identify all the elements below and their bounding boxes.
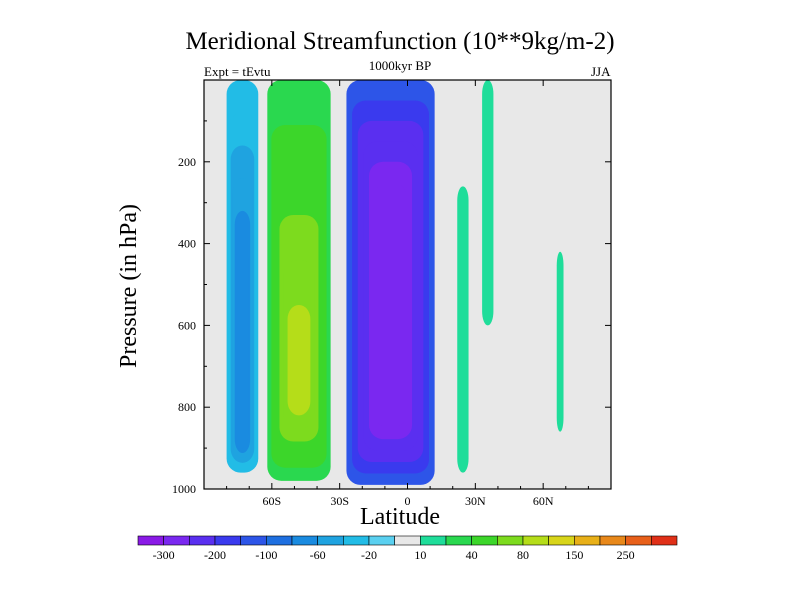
x-tick-label: 0 [405, 494, 411, 508]
colorbar-swatch [163, 535, 190, 546]
colorbar-label: 40 [466, 548, 478, 562]
sh-polar-negative-cell [226, 80, 259, 473]
colorbar-swatch [214, 535, 241, 546]
colorbar-label: -200 [204, 548, 226, 562]
colorbar-swatch [497, 535, 524, 546]
colorbar-label: -60 [310, 548, 326, 562]
hadley-negative-cell-level [374, 182, 407, 428]
y-tick-label: 800 [178, 400, 196, 414]
colorbar-label: -300 [153, 548, 175, 562]
colorbar-swatch [471, 535, 498, 546]
nh-60n-strip [556, 251, 564, 432]
colorbar-swatch [574, 535, 601, 546]
colorbar-label: 80 [517, 548, 529, 562]
colorbar-swatch [548, 535, 575, 546]
y-tick-label: 400 [178, 237, 196, 251]
y-tick-label: 1000 [172, 482, 196, 496]
colorbar-swatch [394, 535, 421, 546]
colorbar-swatch [522, 535, 549, 546]
colorbar-swatch [445, 535, 472, 546]
colorbar-swatch [266, 535, 293, 546]
nh-tropical-positive-strip-level [457, 186, 469, 473]
season-label: JJA [591, 64, 611, 79]
x-tick-label: 60N [533, 494, 554, 508]
y-tick-label: 200 [178, 155, 196, 169]
x-tick-label: 60S [262, 494, 281, 508]
colorbar-swatch [651, 535, 678, 546]
sh-midlat-positive-cell [267, 80, 331, 481]
colorbar-swatch [343, 535, 370, 546]
hadley-negative-cell [346, 80, 435, 485]
colorbar-swatch [189, 535, 216, 546]
colorbar-label: -20 [361, 548, 377, 562]
colorbar-swatch [240, 535, 267, 546]
x-axis-label: Latitude [360, 504, 440, 530]
colorbar-label: 150 [565, 548, 583, 562]
chart-title: Meridional Streamfunction (10**9kg/m-2) [185, 28, 615, 55]
sh-midlat-positive-cell-level [287, 304, 311, 416]
experiment-label: Expt = tEvtu [204, 64, 271, 79]
x-tick-label: 30N [465, 494, 486, 508]
nh-tropical-positive-strip [457, 186, 469, 473]
colorbar-swatch [599, 535, 626, 546]
colorbar-swatch [368, 535, 395, 546]
colorbar-swatch [137, 535, 164, 546]
chart-subtitle: 1000kyr BP [368, 58, 432, 73]
nh-30n-strip-level [482, 80, 494, 326]
nh-30n-strip [482, 80, 494, 326]
colorbar-label: 10 [414, 548, 426, 562]
colorbar-label: -100 [255, 548, 277, 562]
colorbar-swatch [625, 535, 652, 546]
sh-polar-negative-cell-level [236, 243, 249, 449]
x-tick-label: 30S [330, 494, 349, 508]
colorbar-swatch [420, 535, 447, 546]
colorbar-label: 250 [617, 548, 635, 562]
colorbar-swatch [317, 535, 344, 546]
nh-60n-strip-level [556, 251, 564, 432]
y-tick-label: 600 [178, 318, 196, 332]
colorbar-swatch [291, 535, 318, 546]
